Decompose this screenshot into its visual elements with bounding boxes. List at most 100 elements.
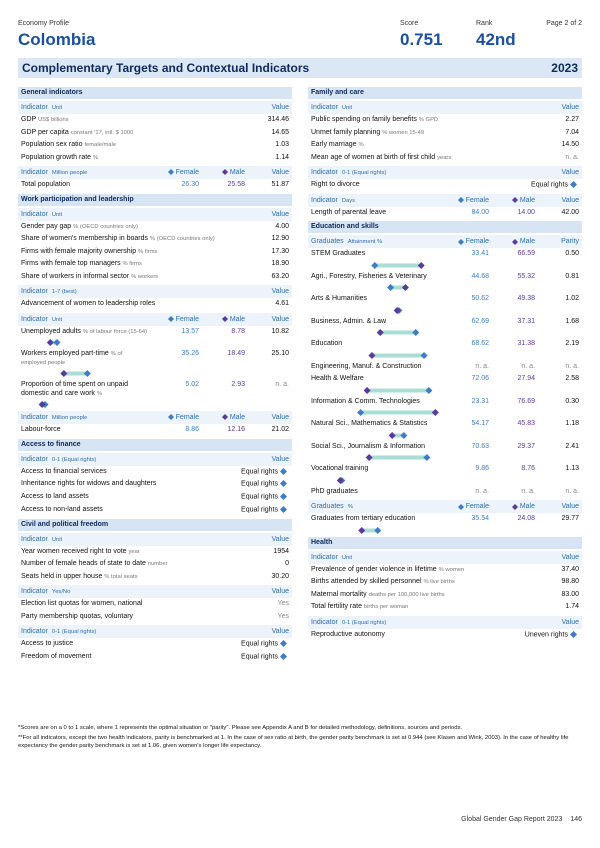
value: Equal rights (241, 493, 278, 501)
indicator-name: Access to land assets (21, 493, 89, 501)
header-text: Value (271, 288, 289, 295)
value-cell: 31.38 (489, 340, 535, 349)
value-cell: 76.69 (489, 398, 535, 407)
header-label: Indicator Unit (311, 554, 535, 561)
header-cell: Value (245, 588, 289, 595)
indicator-name: Graduates from tertiary education (311, 515, 416, 523)
value-cell: 51.87 (245, 181, 289, 190)
header-row: Indicator Days Female Male Value (308, 193, 582, 207)
value: 4.61 (275, 300, 289, 307)
value: 76.69 (517, 397, 535, 405)
indicator: Access to justice (21, 640, 209, 649)
section-title: Access to finance (18, 438, 292, 451)
value: 27.94 (517, 375, 535, 383)
value-cell: 2.41 (535, 443, 579, 452)
row: Education 68.62 31.38 2.19 (308, 338, 582, 351)
indicator: Right to divorce (311, 181, 499, 190)
value: 314.46 (267, 116, 289, 123)
row: Share of workers in informal sector % wo… (18, 271, 292, 284)
diamond-icon (511, 197, 518, 203)
row: Total population 26.30 25.58 51.87 (18, 179, 292, 192)
male-marker (365, 454, 373, 462)
female-marker (400, 431, 408, 439)
value: 49.38 (517, 295, 535, 303)
diamond-icon (570, 630, 577, 638)
indicator: Party membership quotas, voluntary (21, 613, 245, 622)
header-indicator: Indicator (21, 455, 48, 463)
value-cell: 35.26 (153, 350, 199, 359)
indicator-name: Unmet family planning (311, 128, 381, 136)
header-label: Indicator Million people (21, 169, 153, 176)
year: 2023 (551, 61, 578, 75)
header-cell: Female (153, 414, 199, 421)
value-cell: 0.50 (535, 250, 579, 259)
value-cell: 72.06 (443, 375, 489, 384)
value: 33.41 (471, 250, 489, 258)
header-label: Indicator Yes/No (21, 588, 245, 595)
page-number: Page 2 of 2 (546, 20, 582, 27)
header-text: Value (561, 104, 579, 111)
row: Share of women's membership in boards % … (18, 233, 292, 246)
value: 0.81 (565, 272, 579, 280)
header-unit: Million people (51, 170, 88, 176)
value: 25.58 (227, 181, 245, 188)
value-cell: 62.69 (443, 318, 489, 327)
indicator: STEM Graduates (311, 250, 443, 259)
value-cell: 29.77 (535, 515, 579, 524)
value-cell: 27.94 (489, 375, 535, 384)
header-label: Graduates Attainment % (311, 238, 443, 245)
value-cell: 8.86 (153, 426, 199, 435)
diamond (167, 169, 174, 176)
value-cell: 2.19 (535, 340, 579, 349)
value-cell: 23.31 (443, 398, 489, 407)
header-unit: Attainment % (347, 239, 383, 246)
header-cell: Female (153, 169, 199, 176)
header-indicator: Indicator (21, 210, 48, 218)
male-marker (60, 370, 68, 377)
section-title: Health (308, 536, 582, 549)
indicator-unit: constant '17, intl. $ 1000 (70, 129, 134, 136)
header-unit: 0-1 (Equal rights) (51, 629, 97, 636)
header-text: Value (561, 169, 579, 176)
header-unit: Unit (51, 105, 63, 111)
header-cell: Male (199, 169, 245, 176)
row: Unemployed adults % of labour force (15-… (18, 326, 292, 339)
indicator: Health & Welfare (311, 375, 443, 384)
value-cell: 7.04 (535, 129, 579, 138)
header-cell: Female (443, 238, 489, 245)
indicator-name: PhD graduates (311, 487, 358, 495)
notes: *Scores are on a 0 to 1 scale, where 1 r… (18, 724, 582, 752)
indicator: Firms with female top managers % firms (21, 260, 245, 269)
value-cell: 1.13 (535, 465, 579, 474)
value: 18.49 (227, 350, 245, 357)
report-name: Global Gender Gap Report 2023 (461, 816, 563, 823)
row: Inheritance rights for widows and daught… (18, 478, 292, 491)
indicator-name: Workers employed part-time (21, 350, 109, 357)
indicator-name: Access to financial services (21, 467, 107, 475)
value-cell: 1.02 (535, 295, 579, 304)
indicator-name: Natural Sci., Mathematics & Statistics (311, 420, 428, 428)
value-cell: n. a. (489, 488, 535, 497)
value: 10.82 (271, 327, 289, 335)
male-marker (38, 401, 46, 408)
row: Vocational training 9.86 8.76 1.13 (308, 463, 582, 476)
value: 83.00 (561, 590, 579, 598)
row: Graduates from tertiary education 35.54 24… (308, 513, 582, 526)
header-cell: Value (245, 104, 289, 111)
value-cell: Equal rights (209, 493, 289, 502)
header-indicator: Graduates (311, 503, 344, 511)
header-indicator: Indicator (311, 169, 338, 176)
value: 14.00 (517, 208, 535, 216)
indicator: Total population (21, 181, 153, 190)
score-label: Score (400, 20, 419, 27)
value-cell: Yes (245, 600, 289, 609)
header-row: Indicator Million people Female Male Value (18, 166, 292, 179)
row: Natural Sci., Mathematics & Statistics 54… (308, 418, 582, 431)
row: Party membership quotas, voluntary Yes (18, 611, 292, 624)
value-cell: n. a. (535, 363, 579, 372)
value: 68.62 (471, 340, 489, 348)
indicator: Advancement of women to leadership roles (21, 300, 245, 309)
value: 8.78 (231, 327, 245, 335)
header-unit: Unit (341, 105, 353, 111)
indicator-name: Number of female heads of state to date (21, 560, 146, 568)
